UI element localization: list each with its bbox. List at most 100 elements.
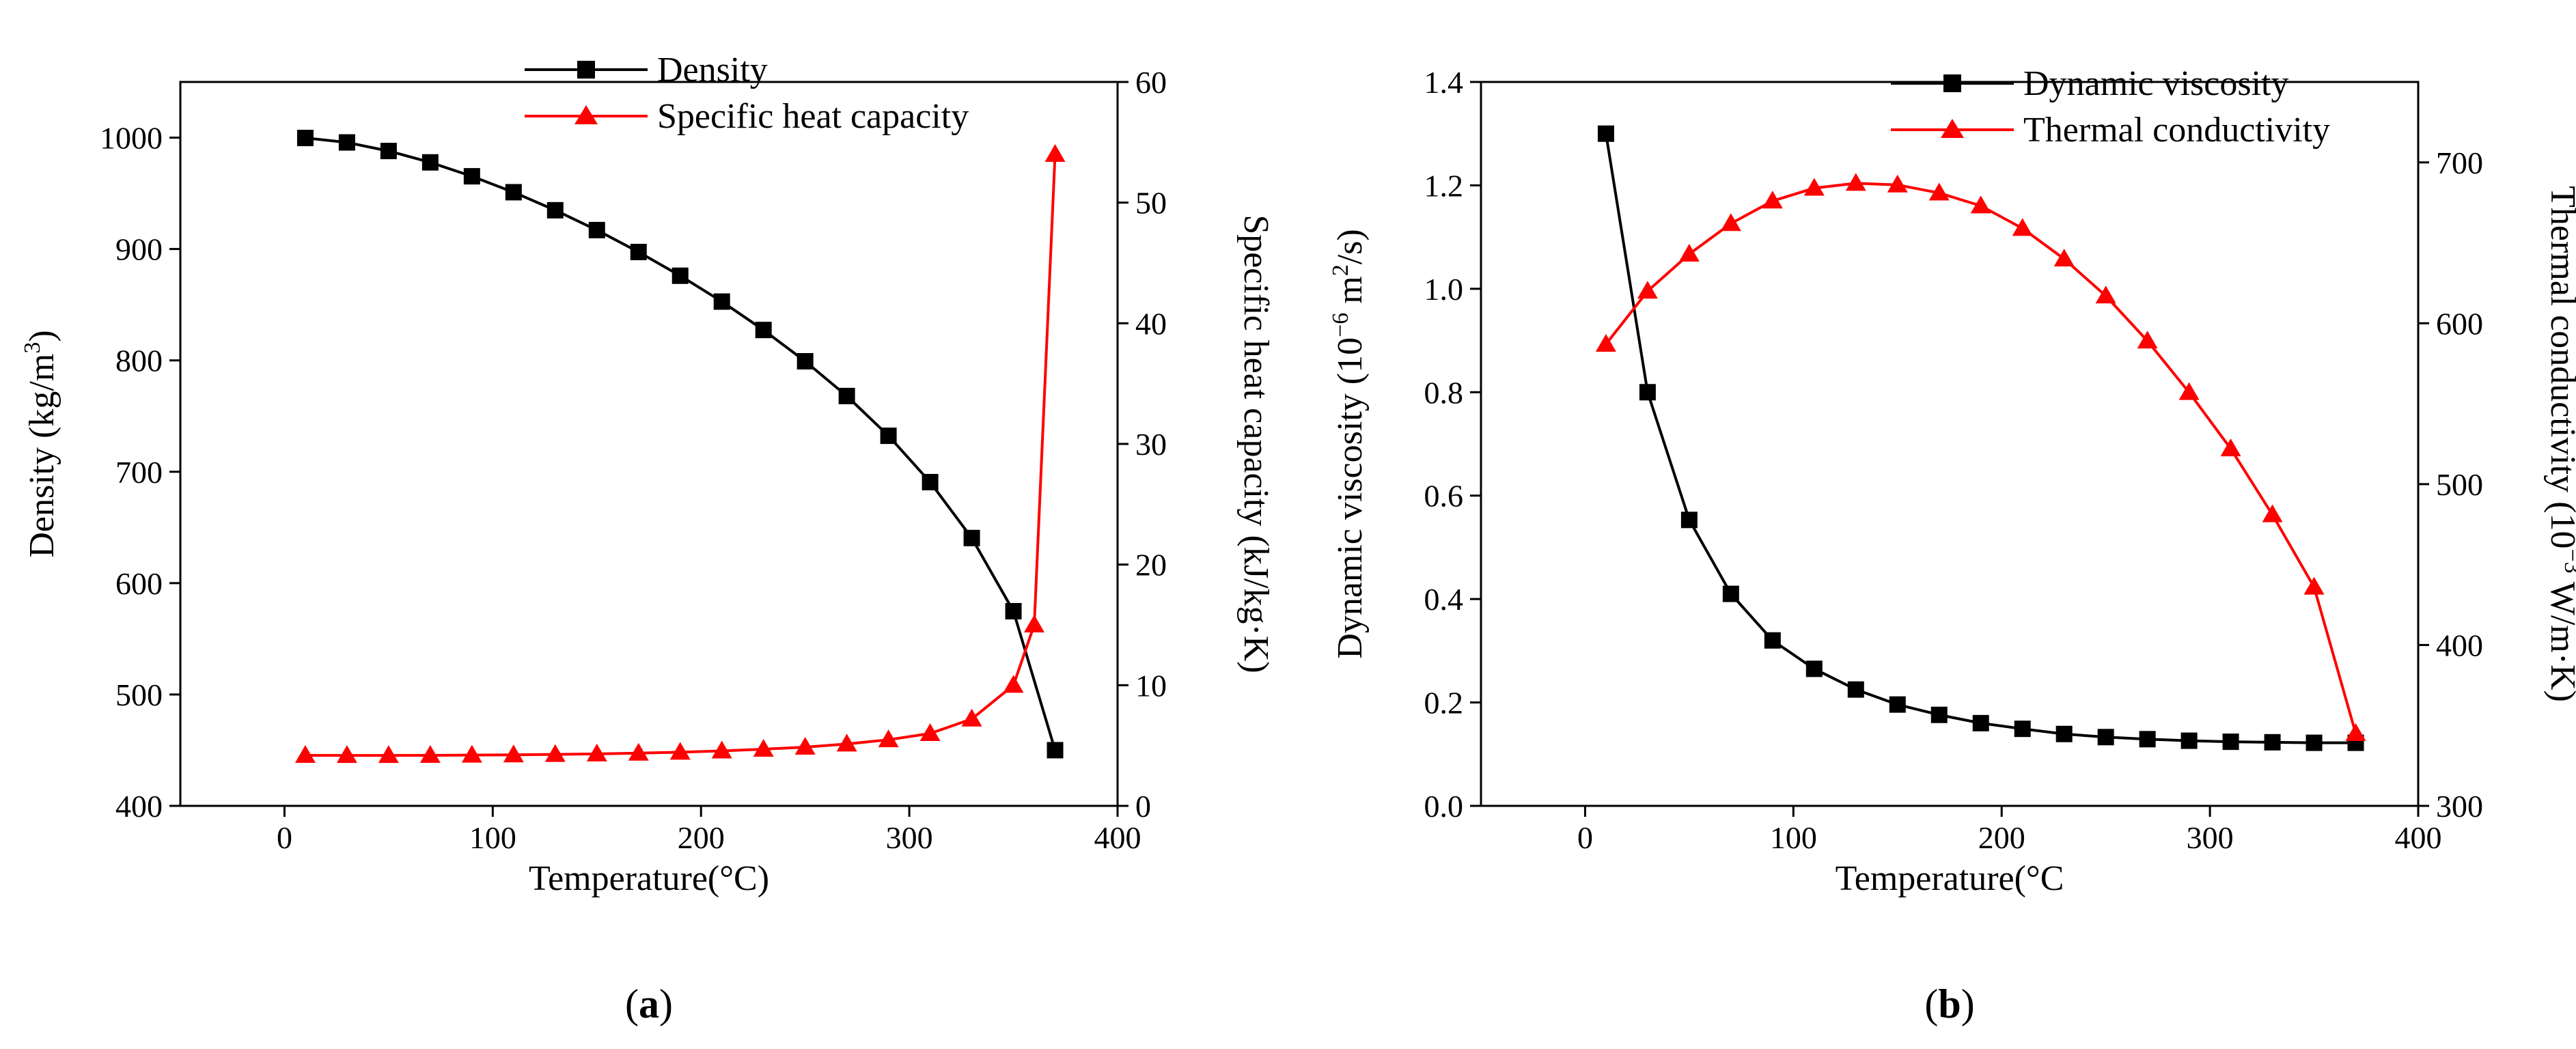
data-point-specific-heat-capacity bbox=[961, 708, 982, 727]
data-point-thermal-conductivity bbox=[1845, 173, 1866, 191]
data-point-density bbox=[963, 529, 980, 546]
data-point-density bbox=[797, 352, 814, 369]
data-point-dynamic-viscosity bbox=[2264, 733, 2281, 751]
y-left-tick-label: 900 bbox=[115, 232, 163, 267]
y-right-tick-label: 600 bbox=[2436, 306, 2483, 341]
data-point-specific-heat-capacity bbox=[503, 744, 524, 763]
x-tick-label: 200 bbox=[678, 820, 725, 855]
x-tick-label: 0 bbox=[277, 820, 292, 855]
series-group-b bbox=[1595, 125, 2366, 751]
x-tick-label: 100 bbox=[469, 820, 516, 855]
y-left-tick-label: 600 bbox=[115, 566, 163, 601]
y-right-tick-label: 700 bbox=[2436, 145, 2483, 180]
data-point-thermal-conductivity bbox=[2053, 249, 2075, 267]
y-axis-left-b: 0.0 0.2 0.4 0.6 0.8 1.0 1.2 1.4 bbox=[1424, 65, 1481, 824]
data-point-density bbox=[338, 134, 355, 151]
data-point-specific-heat-capacity bbox=[294, 744, 316, 763]
y-left-tick-label: 0.2 bbox=[1424, 686, 1464, 721]
x-tick-label: 300 bbox=[886, 820, 933, 855]
legend-item-dynamic-viscosity: Dynamic viscosity bbox=[1891, 64, 2289, 103]
data-point-dynamic-viscosity bbox=[2222, 733, 2239, 751]
panel-label-a: (a) bbox=[625, 981, 673, 1026]
data-point-specific-heat-capacity bbox=[919, 723, 941, 741]
x-tick-label: 200 bbox=[1978, 820, 2025, 855]
data-point-thermal-conductivity bbox=[1803, 178, 1825, 196]
data-point-thermal-conductivity bbox=[2095, 285, 2116, 304]
data-point-thermal-conductivity bbox=[1887, 174, 1908, 193]
data-point-specific-heat-capacity bbox=[628, 742, 649, 761]
data-point-specific-heat-capacity bbox=[878, 729, 899, 748]
legend-item-thermal-conductivity: Thermal conductivity bbox=[1891, 111, 2330, 150]
y-right-tick-label: 40 bbox=[1135, 306, 1167, 341]
data-point-density bbox=[463, 168, 480, 185]
series-line-thermal-conductivity bbox=[1605, 182, 2357, 734]
y-left-tick-label: 800 bbox=[115, 344, 163, 378]
x-axis-title-a: Temperature(°C) bbox=[529, 859, 769, 898]
data-point-dynamic-viscosity bbox=[1597, 125, 1614, 142]
data-point-dynamic-viscosity bbox=[2180, 732, 2198, 749]
series-group-a bbox=[294, 130, 1066, 764]
data-point-specific-heat-capacity bbox=[586, 743, 607, 761]
data-point-density bbox=[671, 267, 689, 284]
x-tick-label: 0 bbox=[1577, 820, 1593, 855]
legend-label-density: Density bbox=[657, 51, 768, 89]
data-point-thermal-conductivity bbox=[2345, 723, 2366, 741]
y-right-tick-label: 50 bbox=[1135, 186, 1167, 221]
y-axis-right-title-a: Specific heat capacity (kJ/kg·K) bbox=[1236, 214, 1275, 673]
data-point-specific-heat-capacity bbox=[1044, 144, 1066, 162]
y-right-tick-label: 400 bbox=[2436, 628, 2483, 662]
data-point-specific-heat-capacity bbox=[1024, 615, 1045, 632]
panel-b: 0 100 200 300 400 0.00.20.40.60.81.01.21.4 3… bbox=[1328, 64, 2576, 1026]
panel-a: 0 100 200 300 400 400 500 600 700 800 900 1000 0 10… bbox=[20, 51, 1275, 1026]
data-point-thermal-conductivity bbox=[1720, 213, 1741, 232]
y-right-tick-label: 60 bbox=[1135, 65, 1167, 100]
series-line-density bbox=[305, 137, 1057, 751]
data-point-dynamic-viscosity bbox=[2305, 734, 2323, 751]
data-point-specific-heat-capacity bbox=[336, 745, 357, 764]
data-point-density bbox=[380, 143, 397, 160]
data-point-dynamic-viscosity bbox=[1639, 384, 1656, 401]
legend-label-thermal-conductivity: Thermal conductivity bbox=[2023, 111, 2330, 150]
data-point-thermal-conductivity bbox=[2220, 438, 2241, 457]
data-point-specific-heat-capacity bbox=[378, 745, 399, 764]
y-left-tick-label: 1000 bbox=[100, 121, 163, 156]
data-point-thermal-conductivity bbox=[1762, 191, 1783, 209]
data-point-dynamic-viscosity bbox=[1680, 512, 1698, 529]
data-point-density bbox=[421, 154, 439, 171]
legend-a: Density Specific heat capacity bbox=[525, 51, 969, 136]
series-line-dynamic-viscosity bbox=[1604, 133, 2356, 744]
legend-item-density: Density bbox=[525, 51, 768, 89]
data-point-thermal-conductivity bbox=[2303, 576, 2325, 595]
data-point-thermal-conductivity bbox=[2178, 382, 2200, 400]
data-point-thermal-conductivity bbox=[1637, 281, 1658, 299]
data-point-thermal-conductivity bbox=[2137, 331, 2158, 349]
data-point-thermal-conductivity bbox=[2262, 504, 2283, 522]
y-axis-left-title-b: Dynamic viscosity (10−6 m2/s) bbox=[1328, 229, 1370, 658]
data-point-density bbox=[922, 473, 939, 490]
x-axis-title-b: Temperature(°C bbox=[1836, 859, 2064, 898]
plot-frame-b bbox=[1480, 81, 2420, 807]
legend-label-dynamic-viscosity: Dynamic viscosity bbox=[2023, 64, 2289, 103]
data-point-density bbox=[1005, 602, 1022, 619]
y-left-tick-label: 1.4 bbox=[1424, 65, 1464, 100]
y-axis-right-b: 300 400 500 600 700 bbox=[2418, 145, 2483, 824]
series-line-specific-heat-capacity bbox=[305, 154, 1057, 757]
data-point-specific-heat-capacity bbox=[836, 733, 857, 752]
data-point-dynamic-viscosity bbox=[2014, 721, 2031, 738]
y-right-tick-label: 30 bbox=[1135, 427, 1167, 462]
y-left-tick-label: 500 bbox=[115, 677, 163, 712]
data-point-dynamic-viscosity bbox=[1972, 714, 1989, 731]
data-point-dynamic-viscosity bbox=[1764, 632, 1781, 649]
data-point-thermal-conductivity bbox=[1970, 195, 1991, 214]
data-point-specific-heat-capacity bbox=[1003, 675, 1024, 693]
data-point-density bbox=[755, 322, 772, 339]
data-point-specific-heat-capacity bbox=[669, 742, 691, 760]
data-point-thermal-conductivity bbox=[2012, 218, 2033, 236]
data-point-dynamic-viscosity bbox=[1930, 706, 1948, 723]
x-tick-label: 400 bbox=[2395, 820, 2442, 855]
data-point-specific-heat-capacity bbox=[794, 736, 816, 755]
data-point-density bbox=[546, 201, 564, 219]
x-axis-b: 0 100 200 300 400 bbox=[1577, 806, 2442, 855]
data-point-specific-heat-capacity bbox=[753, 738, 774, 757]
